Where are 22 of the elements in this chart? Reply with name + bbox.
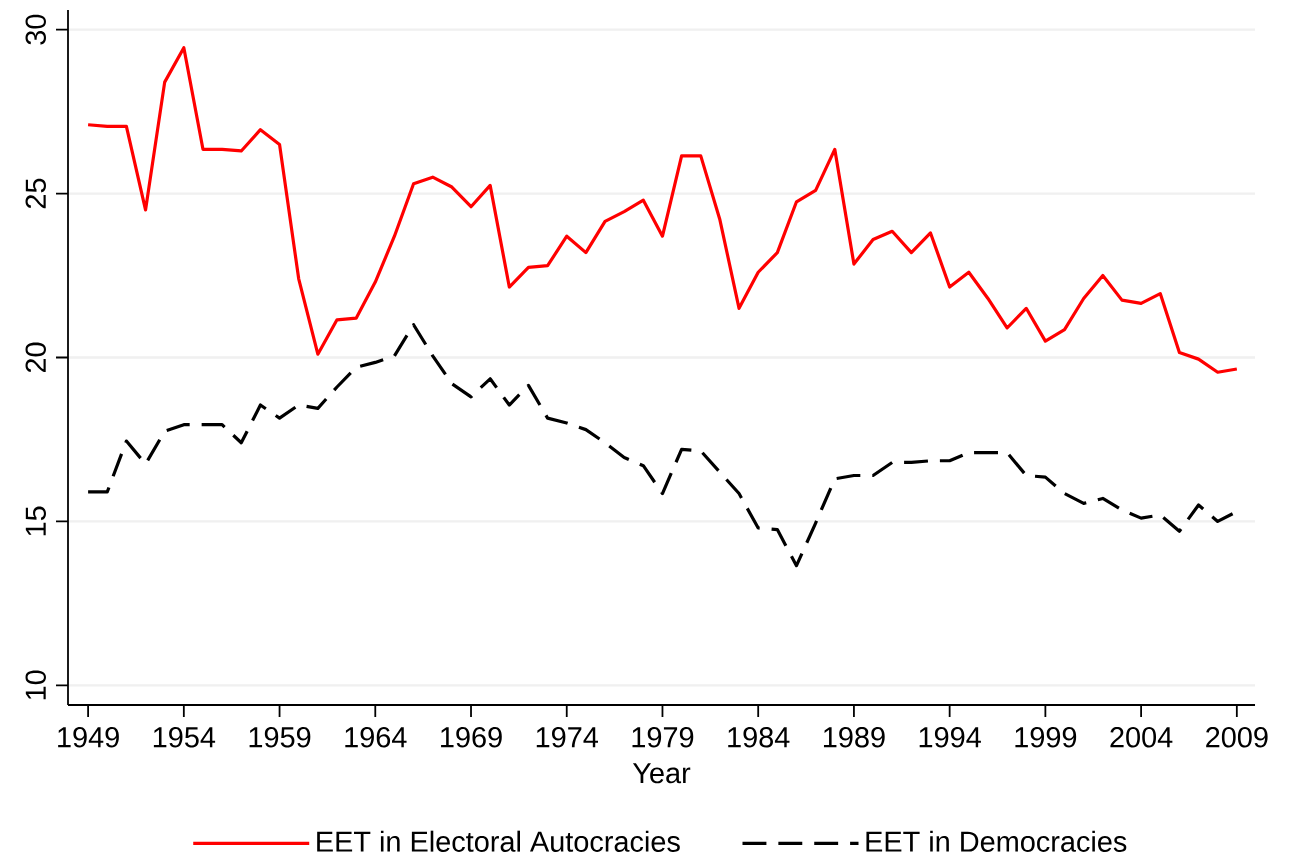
x-tick-label: 1994: [919, 727, 981, 748]
line-series: [86, 46, 1239, 374]
x-axis-title: Year: [632, 763, 691, 784]
x-tick-label: 2004: [1110, 727, 1173, 748]
y-tick-label: 30: [25, 14, 46, 45]
y-tick-label: 20: [25, 342, 46, 373]
x-tick-label: 1979: [632, 727, 694, 748]
x-tick-label: 1959: [249, 727, 311, 748]
legend-label: EET in Democracies: [866, 830, 1127, 852]
x-tick-label: 1964: [345, 727, 407, 748]
x-tick-label: 1949: [58, 727, 119, 748]
x-tick-label: 1974: [536, 727, 599, 748]
x-tick-label: 1969: [441, 727, 502, 748]
y-tick-label: 10: [25, 670, 46, 700]
x-tick-label: 1954: [153, 727, 216, 748]
x-tick-label: 1999: [1015, 727, 1077, 748]
x-tick-label: 1989: [823, 727, 885, 748]
y-tick-label: 15: [25, 506, 46, 536]
legend-label: EET in Electoral Autocracies: [317, 830, 680, 852]
x-tick-label: 2009: [1206, 727, 1268, 748]
y-tick-label: 25: [25, 178, 46, 209]
x-tick-label: 1984: [728, 727, 790, 748]
